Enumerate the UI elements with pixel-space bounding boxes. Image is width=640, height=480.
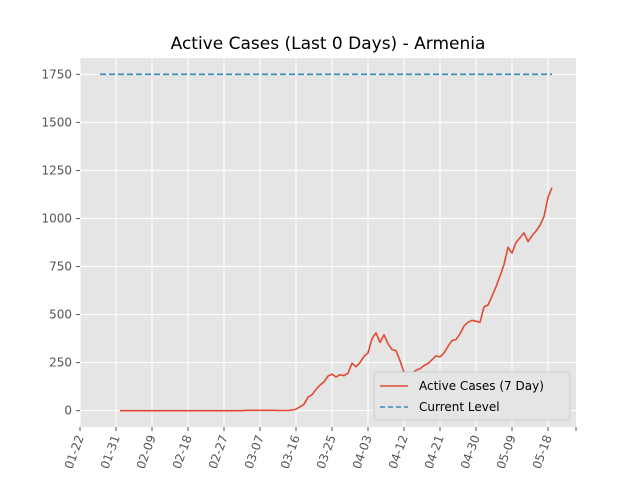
chart-title: Active Cases (Last 0 Days) - Armenia	[171, 34, 486, 54]
x-tick-label: 04-30	[458, 433, 483, 471]
x-tick-label: 01-31	[98, 433, 123, 471]
x-tick-label: 03-07	[242, 433, 267, 471]
series-lines	[100, 73, 553, 412]
x-axis: 01-22 01-31 02-09 02-18 02-27 03-07 03-16 03-25…	[62, 427, 577, 471]
y-tick-label: 1750	[41, 67, 72, 81]
y-tick-label: 1500	[41, 115, 72, 129]
x-tick-label: 05-18	[530, 433, 555, 471]
grid-lines	[79, 58, 576, 427]
legend: Active Cases (7 Day) Current Level	[373, 371, 571, 421]
x-tick-label: 02-09	[134, 433, 159, 471]
legend-box	[373, 371, 571, 421]
x-tick-label: 04-12	[386, 433, 411, 471]
x-tick-label: 05-09	[494, 433, 519, 471]
y-tick-label: 500	[49, 308, 72, 322]
y-tick-label: 250	[49, 356, 72, 370]
y-axis: 0 250 500 750 1000 1250 1500 1750	[41, 67, 80, 418]
legend-label-active-cases: Active Cases (7 Day)	[419, 379, 544, 393]
x-tick-label: 04-21	[422, 433, 447, 471]
x-tick-label: 01-22	[62, 433, 87, 471]
x-tick-label: 04-03	[350, 433, 375, 471]
active-cases-line	[120, 187, 553, 412]
legend-label-current-level: Current Level	[419, 400, 500, 414]
x-tick-label: 02-18	[170, 433, 195, 471]
y-tick-label: 750	[49, 260, 72, 274]
y-tick-label: 1000	[41, 211, 72, 225]
x-tick-label: 02-27	[206, 433, 231, 471]
plot-area	[80, 58, 576, 427]
x-tick-label: 03-25	[314, 433, 339, 471]
x-tick-label: 03-16	[278, 433, 303, 471]
y-tick-label: 0	[64, 404, 72, 418]
y-tick-label: 1250	[41, 163, 72, 177]
